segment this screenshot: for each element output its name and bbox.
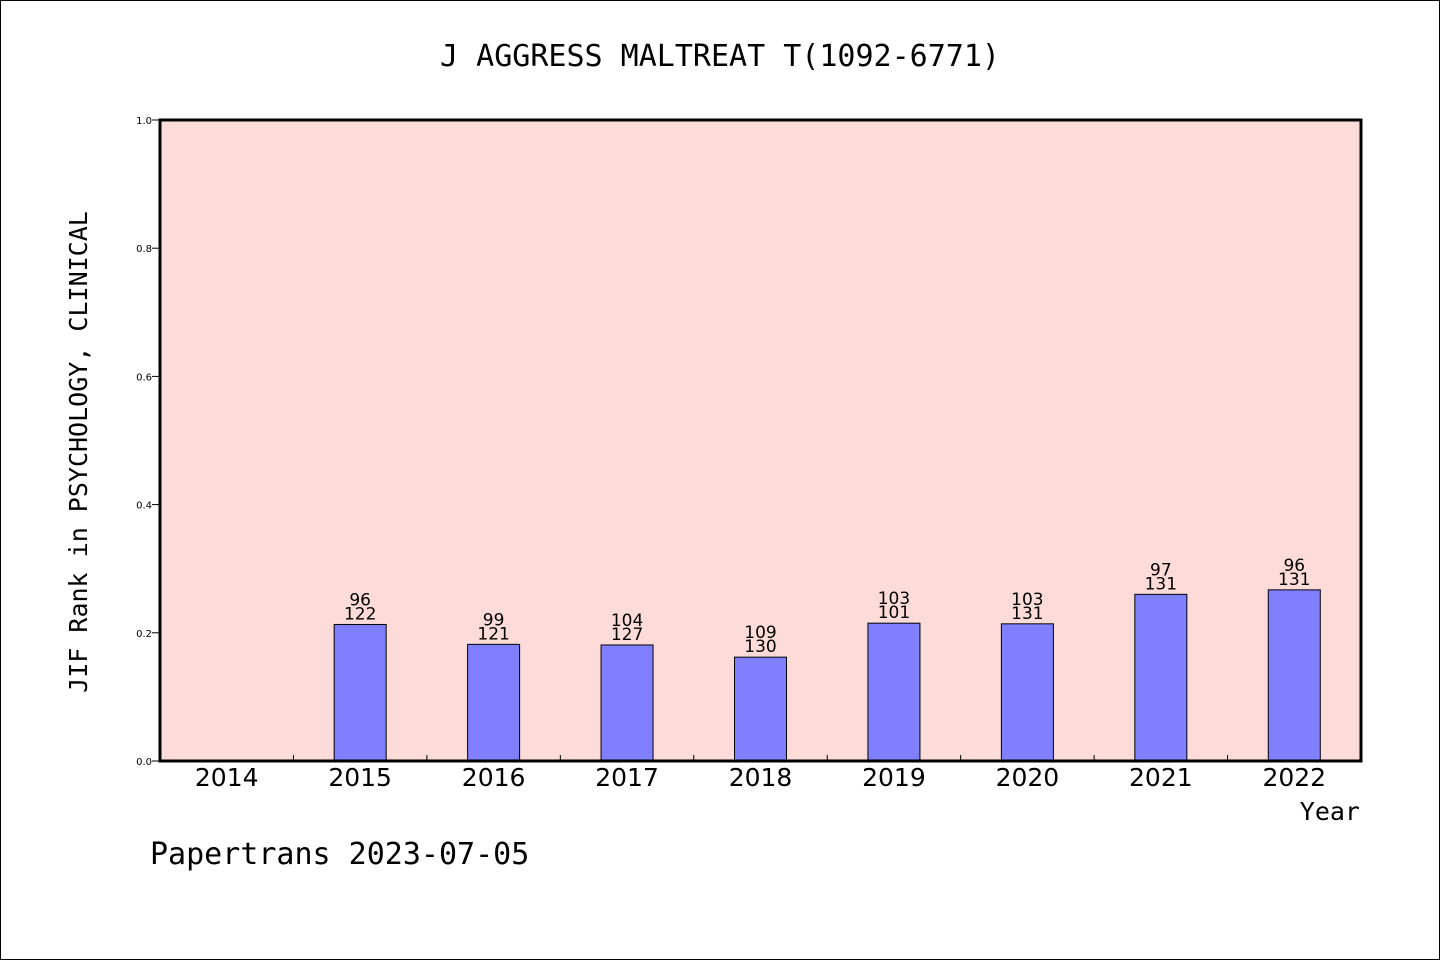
- x-tick-label: 2020: [996, 763, 1060, 792]
- bar: [333, 623, 387, 762]
- y-tick-label: 0.0: [136, 757, 152, 768]
- bar-rank-label: 103: [878, 589, 910, 609]
- bar-rank-label: 109: [744, 623, 776, 643]
- watermark-text: Papertrans 2023-07-05: [150, 837, 529, 872]
- bar-total-label: 131: [1278, 570, 1310, 590]
- bar: [734, 656, 787, 762]
- x-axis-label: Year: [1300, 797, 1360, 826]
- x-axis: 2014 2015 2016 2017 2018 2019 2020 2021 2022: [195, 755, 1326, 792]
- y-tick-label: 0.6: [136, 372, 152, 383]
- x-tick-label: 2021: [1129, 763, 1193, 792]
- bar: [1134, 593, 1188, 762]
- chart-title: J AGGRESS MALTREAT T(1092-6771): [440, 39, 1000, 74]
- x-tick-label: 2022: [1262, 763, 1326, 792]
- bars: [333, 589, 1321, 762]
- y-tick-label: 1.0: [136, 116, 152, 127]
- y-axis: 0.0 0.2 0.4 0.6 0.8 1.0: [136, 116, 160, 768]
- bar: [467, 643, 521, 762]
- x-tick-label: 2014: [195, 763, 259, 792]
- bar-rank-label: 99: [483, 610, 505, 630]
- bar-total-label: 101: [878, 603, 910, 623]
- y-axis-label: JIF Rank in PSYCHOLOGY, CLINICAL: [64, 211, 93, 693]
- bar: [1267, 589, 1321, 762]
- bar-total-label: 130: [744, 637, 776, 657]
- y-tick-label: 0.4: [136, 501, 152, 512]
- y-tick-label: 0.2: [136, 629, 152, 640]
- bar-rank-label: 96: [349, 590, 371, 610]
- bar-total-label: 121: [477, 624, 509, 644]
- x-tick-label: 2015: [328, 763, 392, 792]
- bar-rank-label: 96: [1283, 556, 1305, 576]
- x-tick-label: 2016: [462, 763, 526, 792]
- bar: [1000, 623, 1054, 762]
- plot-border: [158, 118, 1363, 763]
- bar-total-label: 131: [1011, 604, 1043, 624]
- bar-rank-label: 97: [1150, 560, 1172, 580]
- y-tick-label: 0.8: [136, 244, 152, 255]
- bar: [600, 644, 654, 762]
- x-tick-label: 2018: [729, 763, 793, 792]
- bar-total-label: 127: [611, 625, 643, 645]
- bar-rank-label: 104: [611, 611, 643, 631]
- bar-rank-label: 103: [1011, 590, 1043, 610]
- bar-total-label: 122: [344, 604, 376, 624]
- bar-total-label: 131: [1145, 574, 1177, 594]
- bar: [867, 622, 921, 762]
- x-tick-label: 2017: [595, 763, 659, 792]
- x-tick-label: 2019: [862, 763, 926, 792]
